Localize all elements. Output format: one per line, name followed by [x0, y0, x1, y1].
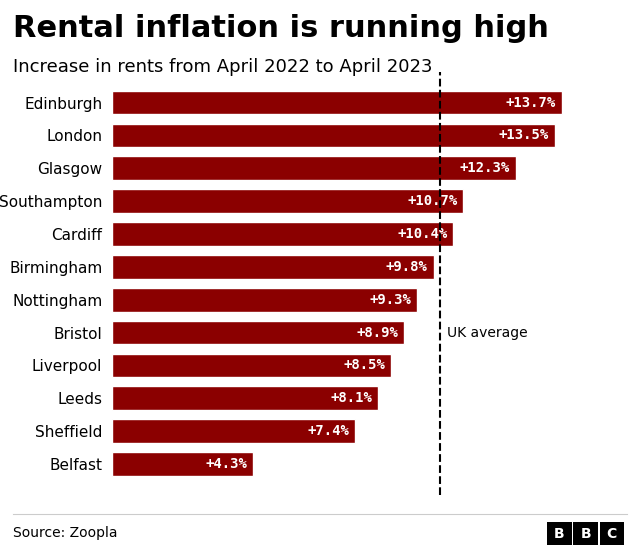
- Bar: [112, 387, 378, 410]
- Text: +9.8%: +9.8%: [386, 260, 428, 274]
- Bar: [112, 321, 404, 344]
- Text: +7.4%: +7.4%: [307, 424, 349, 438]
- Bar: [112, 452, 253, 476]
- Text: C: C: [607, 526, 617, 541]
- Bar: [112, 189, 463, 213]
- Text: Source: Zoopla: Source: Zoopla: [13, 526, 117, 541]
- Text: UK average: UK average: [447, 326, 527, 339]
- Text: +8.5%: +8.5%: [343, 359, 385, 372]
- Bar: [112, 124, 555, 147]
- Text: +10.7%: +10.7%: [407, 194, 458, 208]
- Text: +12.3%: +12.3%: [460, 161, 510, 175]
- Text: B: B: [554, 526, 564, 541]
- Bar: [112, 255, 434, 279]
- Text: Rental inflation is running high: Rental inflation is running high: [13, 14, 548, 43]
- Bar: [112, 288, 417, 311]
- Bar: [112, 91, 562, 114]
- Text: +9.3%: +9.3%: [369, 293, 412, 307]
- Text: Increase in rents from April 2022 to April 2023: Increase in rents from April 2022 to Apr…: [13, 58, 432, 76]
- Text: +13.7%: +13.7%: [506, 96, 556, 109]
- Text: +8.9%: +8.9%: [356, 326, 398, 339]
- Bar: [112, 222, 453, 246]
- Text: +8.1%: +8.1%: [330, 391, 372, 405]
- Text: +4.3%: +4.3%: [205, 457, 247, 471]
- Text: B: B: [580, 526, 591, 541]
- Text: +13.5%: +13.5%: [499, 129, 549, 142]
- Bar: [112, 354, 391, 377]
- Text: +10.4%: +10.4%: [397, 227, 447, 241]
- Bar: [112, 156, 516, 180]
- Bar: [112, 419, 355, 443]
